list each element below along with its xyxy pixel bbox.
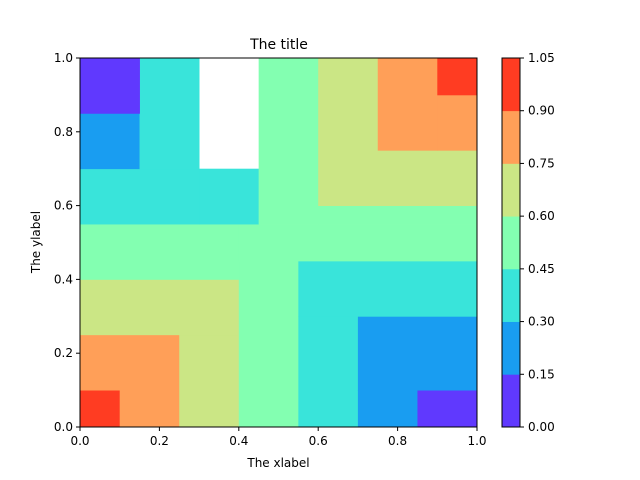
heatmap-cell-10	[298, 260, 478, 317]
colorbar-segment	[502, 163, 520, 217]
plot-area	[80, 58, 478, 428]
heatmap-cell-4	[80, 279, 240, 336]
heatmap-cell-23	[437, 94, 478, 151]
colorbar-tick-label: 0.90	[528, 104, 555, 118]
colorbar-tick-label: 0.60	[528, 209, 555, 223]
heatmap-cell-13	[80, 168, 200, 225]
heatmap-cell-9	[357, 316, 478, 391]
y-tick-label: 0.0	[54, 420, 73, 434]
heatmap-cell-21	[377, 150, 478, 206]
colorbar-segment	[502, 268, 520, 322]
x-tick-label: 0.6	[309, 434, 328, 448]
colorbar-tick-label: 0.15	[528, 367, 555, 381]
heatmap-cell-7	[357, 390, 418, 428]
heatmap-cell-15	[258, 58, 319, 225]
heatmap-cell-5	[238, 260, 299, 428]
colorbar-tick-label: 0.00	[528, 420, 555, 434]
heatmap-cell-19	[80, 58, 140, 114]
x-tick-label: 0.8	[388, 434, 407, 448]
heatmap-cell-17	[80, 113, 140, 170]
x-tick-label: 1.0	[467, 434, 486, 448]
colorbar-tick-label: 0.30	[528, 315, 555, 329]
colorbar-segment	[502, 374, 520, 428]
heatmap-cell-20	[318, 58, 379, 206]
x-tick-label: 0.0	[70, 434, 89, 448]
y-tick-label: 0.8	[54, 125, 73, 139]
colorbar-segment	[502, 321, 520, 375]
x-axis-label: The xlabel	[246, 456, 309, 470]
y-tick-label: 0.4	[54, 272, 73, 286]
x-tick-label: 0.2	[150, 434, 169, 448]
colorbar-segment	[502, 110, 520, 164]
y-tick-label: 0.6	[54, 199, 73, 213]
heatmap-cell-16	[318, 205, 478, 225]
colorbar: 0.00 0.15 0.30 0.45 0.60 0.75 0.90 1.05	[501, 51, 555, 434]
colorbar-tick-label: 1.05	[528, 51, 555, 65]
colorbar-tick-label: 0.75	[528, 156, 555, 170]
y-axis-label: The ylabel	[29, 211, 43, 274]
heatmap-cell-3	[179, 334, 240, 428]
chart-title: The title	[249, 37, 308, 53]
heatmap-cell-18	[139, 58, 200, 170]
colorbar-tick-label: 0.45	[528, 262, 555, 276]
y-tick-label: 1.0	[54, 51, 73, 65]
colorbar-segment	[502, 58, 520, 112]
heatmap-cell-11	[80, 224, 240, 280]
heatmap-cell-1	[119, 390, 180, 428]
heatmap-cell-22	[377, 58, 438, 151]
heatmap-cell-2	[80, 334, 180, 391]
y-axis: 0.0 0.2 0.4 0.6 0.8 1.0	[54, 51, 80, 434]
heatmap-cell-12	[238, 224, 478, 262]
heatmap-cell-6	[298, 316, 359, 428]
y-tick-label: 0.2	[54, 346, 73, 360]
colorbar-segment	[502, 216, 520, 270]
heatmap-cell-14	[199, 168, 260, 225]
heatmap-cell-24	[437, 58, 478, 96]
plot-frame	[79, 57, 478, 428]
colorbar-frame	[501, 57, 521, 428]
x-axis: 0.0 0.2 0.4 0.6 0.8 1.0	[70, 427, 487, 448]
x-tick-label: 0.4	[229, 434, 248, 448]
heatmap-cell-0	[80, 390, 121, 428]
